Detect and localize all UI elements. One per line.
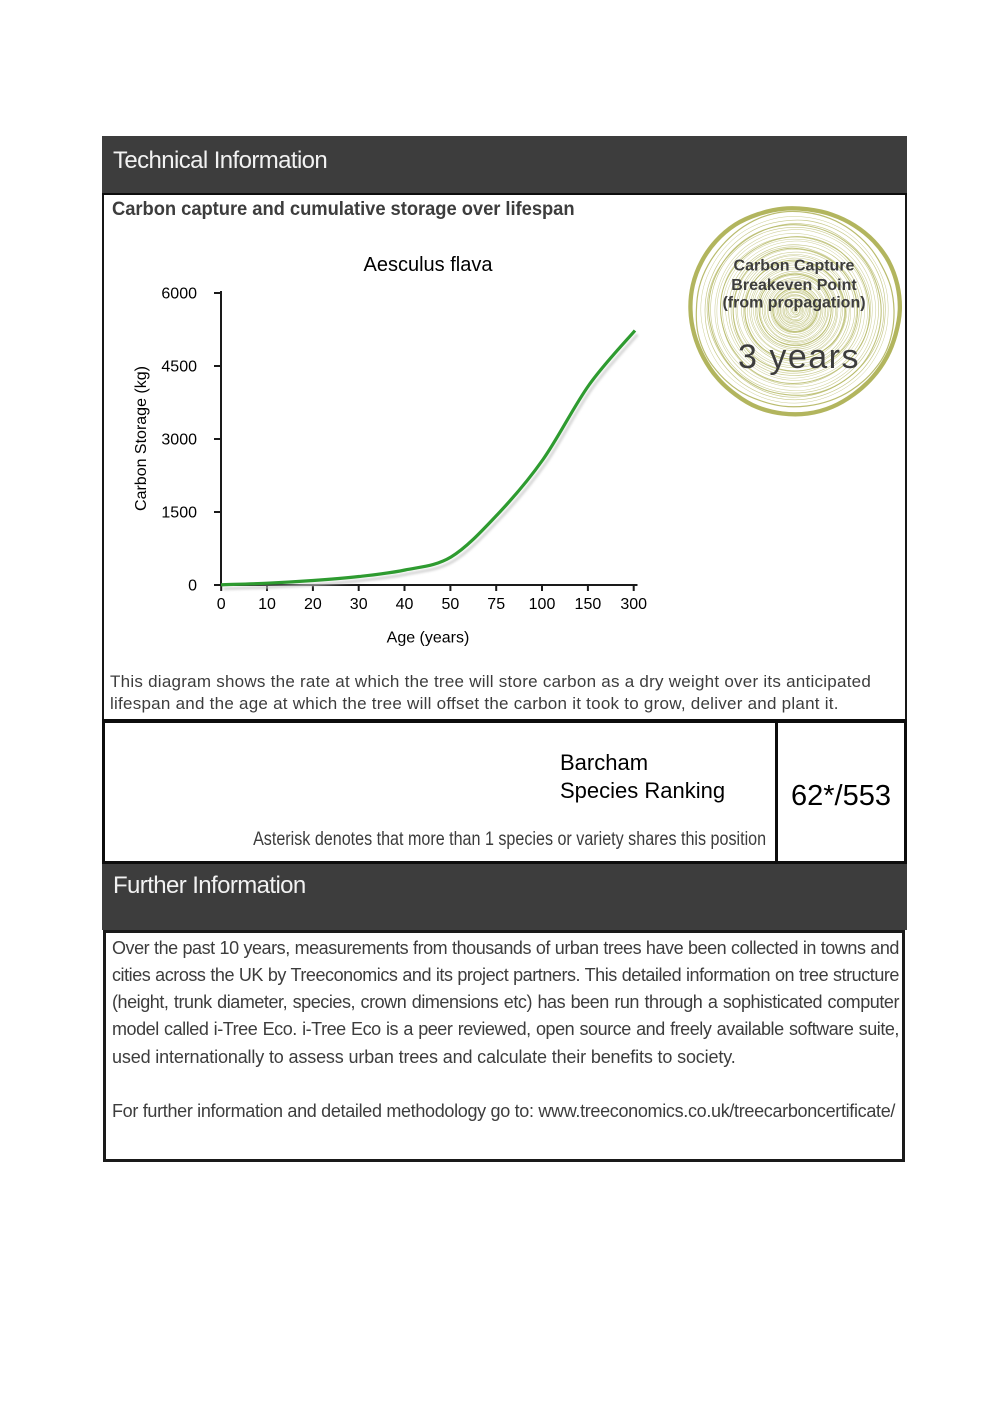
svg-text:10: 10 — [258, 596, 276, 613]
svg-text:3 years: 3 years — [738, 338, 860, 376]
svg-text:0: 0 — [217, 596, 226, 613]
svg-text:Aesculus flava: Aesculus flava — [364, 254, 494, 276]
svg-text:150: 150 — [575, 596, 602, 613]
svg-text:(from propagation): (from propagation) — [722, 295, 865, 312]
svg-text:30: 30 — [350, 596, 368, 613]
svg-text:20: 20 — [304, 596, 322, 613]
svg-text:3000: 3000 — [161, 432, 197, 449]
svg-text:40: 40 — [396, 596, 414, 613]
svg-text:4500: 4500 — [161, 359, 197, 376]
svg-text:Age (years): Age (years) — [387, 630, 470, 647]
svg-text:50: 50 — [442, 596, 460, 613]
svg-text:Carbon Storage (kg): Carbon Storage (kg) — [133, 366, 150, 511]
svg-text:1500: 1500 — [161, 505, 197, 522]
svg-text:0: 0 — [188, 578, 197, 595]
svg-text:Carbon Capture: Carbon Capture — [734, 258, 855, 275]
svg-text:100: 100 — [529, 596, 556, 613]
svg-text:75: 75 — [487, 596, 505, 613]
svg-text:6000: 6000 — [161, 286, 197, 303]
svg-text:Breakeven Point: Breakeven Point — [731, 277, 857, 294]
svg-text:300: 300 — [620, 596, 647, 613]
